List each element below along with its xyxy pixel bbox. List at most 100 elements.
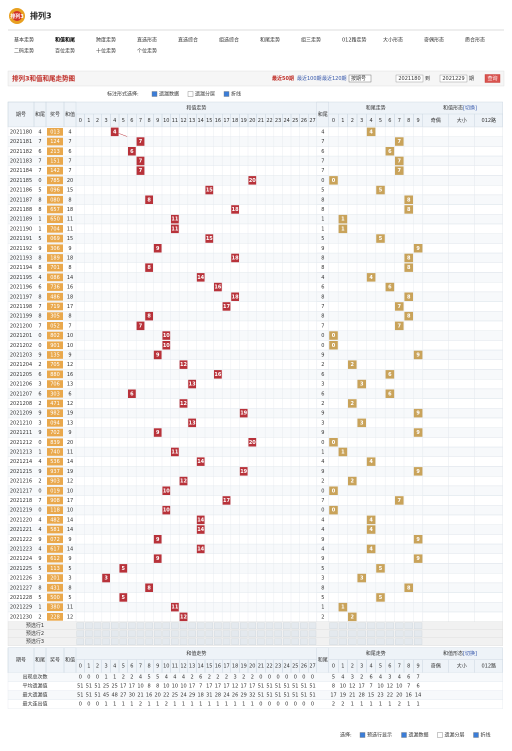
predict-cell[interactable] (257, 638, 265, 645)
predict-cell[interactable] (93, 638, 102, 645)
predict-cell[interactable] (153, 638, 162, 645)
predict-cell[interactable] (162, 622, 171, 629)
predict-cell[interactable] (188, 622, 196, 629)
predict-cell[interactable] (395, 622, 404, 629)
nav-link[interactable]: 奇偶形态 (424, 37, 444, 44)
predict-cell[interactable] (248, 638, 257, 645)
checkbox[interactable] (187, 91, 194, 97)
predict-cell[interactable] (308, 622, 317, 629)
predict-cell[interactable] (153, 622, 162, 629)
predict-cell[interactable] (145, 622, 153, 629)
predict-cell[interactable] (265, 622, 274, 629)
predict-cell[interactable] (274, 622, 282, 629)
predict-cell[interactable] (385, 622, 395, 629)
input-from[interactable] (395, 74, 424, 83)
predict-cell[interactable] (171, 630, 179, 637)
predict-cell[interactable] (102, 630, 110, 637)
nav-link[interactable]: 大小形态 (383, 37, 403, 44)
input-to-text[interactable]: 2021229 (442, 76, 464, 82)
predict-cell[interactable] (348, 622, 357, 629)
predict-cell[interactable] (231, 638, 239, 645)
predict-cell[interactable] (338, 622, 348, 629)
nav-link[interactable]: 组三走势 (301, 37, 321, 44)
predict-cell[interactable] (338, 630, 348, 637)
predict-cell[interactable] (395, 638, 404, 645)
predict-cell[interactable] (188, 630, 196, 637)
predict-cell[interactable] (231, 622, 239, 629)
predict-cell[interactable] (110, 638, 119, 645)
predict-cell[interactable] (376, 630, 385, 637)
nav-link[interactable]: 百位走势 (55, 48, 75, 55)
predict-cell[interactable] (188, 638, 196, 645)
predict-cell[interactable] (357, 638, 366, 645)
checkbox-label[interactable]: 遗漏分层 (445, 732, 465, 739)
nav-link[interactable]: 跨度走势 (96, 37, 116, 44)
predict-cell[interactable] (196, 622, 205, 629)
predict-cell[interactable] (357, 630, 366, 637)
predict-cell[interactable] (136, 638, 145, 645)
predict-cell[interactable] (128, 622, 136, 629)
predict-cell[interactable] (110, 622, 119, 629)
predict-cell[interactable] (300, 630, 308, 637)
predict-cell[interactable] (414, 630, 423, 637)
predict-cell[interactable] (367, 622, 376, 629)
predict-cell[interactable] (239, 622, 248, 629)
checkbox[interactable] (437, 732, 443, 738)
checkbox[interactable] (473, 732, 479, 738)
predict-cell[interactable] (76, 622, 85, 629)
predict-cell[interactable] (395, 630, 404, 637)
select-box[interactable] (348, 74, 372, 83)
query-button[interactable] (484, 74, 501, 83)
checkbox[interactable] (359, 732, 366, 738)
predict-cell[interactable] (239, 638, 248, 645)
predict-cell[interactable] (248, 622, 257, 629)
nav-link[interactable]: 和尾走势 (260, 37, 280, 44)
predict-cell[interactable] (329, 630, 338, 637)
predict-cell[interactable] (179, 630, 188, 637)
predict-cell[interactable] (414, 622, 423, 629)
recent-link[interactable]: 最近50期 (272, 75, 294, 82)
predict-cell[interactable] (404, 638, 413, 645)
predict-cell[interactable] (239, 630, 248, 637)
predict-cell[interactable] (162, 630, 171, 637)
predict-cell[interactable] (222, 630, 231, 637)
checkbox-label[interactable]: 遗漏数据 (159, 91, 179, 98)
predict-cell[interactable] (205, 630, 214, 637)
predict-cell[interactable] (338, 638, 348, 645)
predict-cell[interactable] (222, 622, 231, 629)
predict-cell[interactable] (404, 630, 413, 637)
predict-cell[interactable] (291, 630, 299, 637)
predict-cell[interactable] (205, 622, 214, 629)
predict-cell[interactable] (214, 638, 222, 645)
predict-cell[interactable] (274, 630, 282, 637)
predict-cell[interactable] (214, 622, 222, 629)
predict-cell[interactable] (376, 622, 385, 629)
predict-cell[interactable] (205, 638, 214, 645)
predict-cell[interactable] (283, 630, 291, 637)
predict-cell[interactable] (102, 638, 110, 645)
select-text[interactable]: 按期号 (351, 75, 366, 82)
predict-cell[interactable] (196, 638, 205, 645)
predict-cell[interactable] (308, 630, 317, 637)
predict-cell[interactable] (119, 622, 128, 629)
predict-cell[interactable] (367, 630, 376, 637)
nav-link[interactable]: 012路走势 (342, 37, 367, 44)
recent-link[interactable]: 最近120期 (322, 75, 347, 82)
switch-link[interactable]: [切换] (463, 650, 477, 657)
predict-cell[interactable] (248, 630, 257, 637)
predict-cell[interactable] (145, 630, 153, 637)
recent-link[interactable]: 最近100期 (297, 75, 322, 82)
checkbox[interactable] (151, 91, 158, 97)
predict-cell[interactable] (171, 622, 179, 629)
predict-cell[interactable] (265, 630, 274, 637)
predict-cell[interactable] (385, 630, 395, 637)
predict-cell[interactable] (119, 638, 128, 645)
predict-cell[interactable] (329, 638, 338, 645)
predict-cell[interactable] (385, 638, 395, 645)
input-to[interactable] (439, 74, 468, 83)
predict-cell[interactable] (196, 630, 205, 637)
nav-link[interactable]: 直选综合 (178, 37, 198, 44)
nav-link[interactable]: 二码走势 (14, 48, 34, 55)
predict-cell[interactable] (348, 638, 357, 645)
predict-cell[interactable] (348, 630, 357, 637)
